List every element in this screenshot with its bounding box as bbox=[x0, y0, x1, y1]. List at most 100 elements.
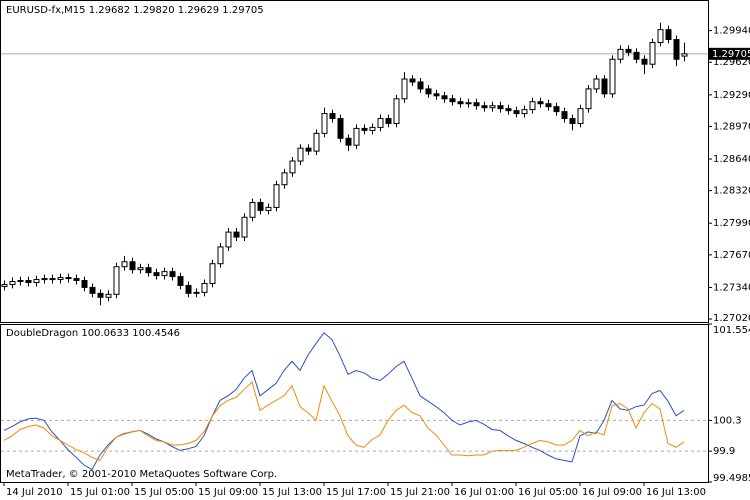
candle-body bbox=[641, 58, 648, 65]
current-price-box bbox=[709, 47, 750, 60]
candle-body bbox=[601, 78, 608, 95]
candle-body bbox=[217, 246, 224, 265]
candle-body bbox=[209, 263, 216, 284]
candle-body bbox=[665, 29, 672, 41]
candle-body bbox=[609, 58, 616, 95]
candle-body bbox=[233, 231, 240, 238]
x-tick-label: 15 Jul 09:00 bbox=[198, 487, 258, 498]
candle-body bbox=[353, 127, 360, 146]
y-tick-label: 1.27020 bbox=[713, 313, 750, 324]
candle-body bbox=[473, 102, 480, 107]
candle-body bbox=[257, 201, 264, 211]
chart-title: EURUSD-fx,M15 1.29682 1.29820 1.29629 1.… bbox=[6, 5, 264, 16]
candle-body bbox=[225, 231, 232, 248]
candle-body bbox=[529, 101, 536, 111]
candle-body bbox=[377, 118, 384, 128]
x-tick-label: 15 Jul 05:00 bbox=[134, 487, 194, 498]
indicator-title: DoubleDragon 100.0633 100.4546 bbox=[6, 328, 180, 339]
candle-body bbox=[489, 105, 496, 109]
candle-body bbox=[153, 272, 160, 277]
candle-body bbox=[169, 271, 176, 278]
y-tick-label: 1.27670 bbox=[713, 250, 750, 261]
candle-body bbox=[177, 276, 184, 286]
candle-body bbox=[545, 103, 552, 108]
candle-body bbox=[273, 184, 280, 208]
candle-body bbox=[625, 48, 632, 53]
candle-body bbox=[433, 93, 440, 97]
x-tick-label: 16 Jul 13:00 bbox=[646, 487, 706, 498]
candle-body bbox=[577, 108, 584, 124]
y-tick-label: 1.27340 bbox=[713, 282, 750, 293]
y-tick-label: 99.9 bbox=[713, 446, 735, 457]
candle-body bbox=[297, 147, 304, 162]
candle-body bbox=[569, 118, 576, 124]
candle-body bbox=[673, 39, 680, 60]
candle-body bbox=[425, 88, 432, 95]
candle-body bbox=[49, 278, 56, 281]
candle-body bbox=[105, 293, 112, 298]
x-tick-label: 16 Jul 01:00 bbox=[454, 487, 514, 498]
y-tick-label: 1.28970 bbox=[713, 121, 750, 132]
candle-body bbox=[241, 216, 248, 238]
candle-body bbox=[41, 278, 48, 281]
candle-body bbox=[337, 118, 344, 139]
candle-body bbox=[81, 280, 88, 288]
y-tick-label: 1.29290 bbox=[713, 90, 750, 101]
y-tick-label: 101.5549 bbox=[713, 325, 750, 336]
candle-body bbox=[265, 206, 272, 211]
candle-body bbox=[345, 137, 352, 146]
candle-body bbox=[17, 280, 24, 283]
x-tick-label: 15 Jul 01:00 bbox=[70, 487, 130, 498]
indicator-line bbox=[3, 381, 685, 462]
candle-body bbox=[121, 261, 128, 268]
y-tick-label: 1.28640 bbox=[713, 154, 750, 165]
x-tick-label: 16 Jul 09:00 bbox=[582, 487, 642, 498]
y-tick-label: 99.4985 bbox=[713, 473, 750, 484]
candle-body bbox=[553, 106, 560, 113]
candle-body bbox=[457, 101, 464, 105]
y-tick-label: 100.3 bbox=[713, 415, 742, 426]
candle-body bbox=[361, 127, 368, 131]
candle-body bbox=[65, 277, 72, 280]
main-pane bbox=[0, 0, 709, 323]
candle-body bbox=[681, 53, 688, 57]
candle-body bbox=[561, 111, 568, 120]
candle-body bbox=[385, 118, 392, 124]
candle-body bbox=[305, 147, 312, 152]
candle-body bbox=[497, 105, 504, 110]
candle-body bbox=[633, 51, 640, 60]
candle-body bbox=[369, 126, 376, 131]
candle-body bbox=[9, 281, 16, 285]
candle-body bbox=[449, 98, 456, 103]
candle-body bbox=[313, 132, 320, 152]
candle-body bbox=[73, 278, 80, 282]
candle-body bbox=[137, 267, 144, 271]
y-tick-label: 1.28320 bbox=[713, 186, 750, 197]
candle-body bbox=[585, 88, 592, 110]
indicator-line bbox=[3, 332, 685, 471]
candle-body bbox=[193, 291, 200, 294]
candle-body bbox=[33, 279, 40, 283]
x-tick-label: 15 Jul 17:00 bbox=[326, 487, 386, 498]
candle-body bbox=[537, 101, 544, 105]
candle-body bbox=[57, 277, 64, 281]
candle-body bbox=[89, 286, 96, 294]
candle-body bbox=[409, 78, 416, 83]
x-tick-label: 15 Jul 13:00 bbox=[262, 487, 322, 498]
x-tick-label: 14 Jul 2010 bbox=[6, 487, 63, 498]
candle-body bbox=[465, 102, 472, 105]
candle-body bbox=[617, 48, 624, 60]
candle-body bbox=[1, 283, 8, 287]
candle-body bbox=[321, 113, 328, 134]
copyright: MetaTrader, © 2001-2010 MetaQuotes Softw… bbox=[6, 469, 277, 480]
current-price-label: 1.29705 bbox=[712, 49, 750, 60]
y-tick-label: 1.27990 bbox=[713, 218, 750, 229]
candle-body bbox=[145, 267, 152, 274]
candle-body bbox=[649, 41, 656, 65]
candle-body bbox=[249, 201, 256, 218]
candle-body bbox=[393, 98, 400, 124]
candle-body bbox=[521, 109, 528, 115]
candle-body bbox=[505, 108, 512, 112]
candle-body bbox=[289, 160, 296, 174]
